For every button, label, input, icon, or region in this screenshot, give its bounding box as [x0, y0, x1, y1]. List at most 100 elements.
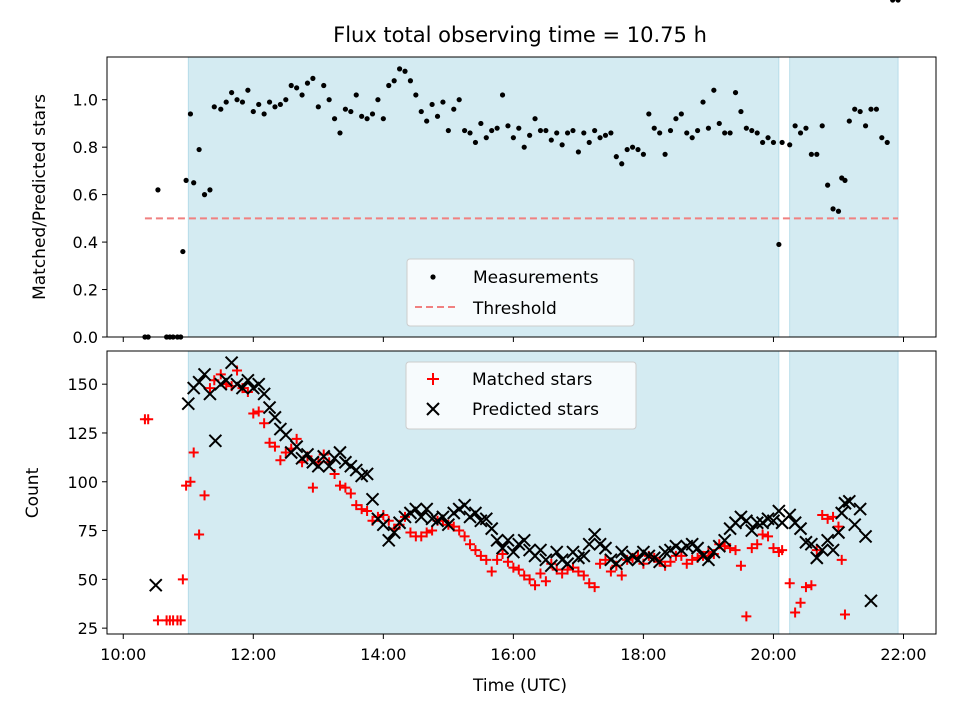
matched-star-point — [513, 564, 524, 575]
predicted-star-point — [441, 517, 456, 532]
measurement-point — [879, 135, 885, 141]
predicted-star-point — [419, 502, 434, 516]
measurement-point — [462, 127, 468, 134]
plot-frame-top — [106, 56, 937, 338]
measurement-point — [391, 78, 397, 84]
measurement-point — [266, 99, 273, 105]
measurement-point — [776, 241, 782, 248]
y-tick-label: 0.6 — [73, 186, 98, 205]
y-tick-label: 25 — [78, 619, 98, 638]
y-tick-label: 0.8 — [73, 138, 98, 157]
measurements-points — [142, 0, 901, 340]
matched-star-point — [416, 531, 427, 542]
matched-star-point — [719, 541, 730, 552]
measurement-point — [223, 99, 229, 105]
measurement-point — [348, 108, 354, 115]
matched-star-point — [465, 539, 476, 550]
legend-box-bottom — [405, 361, 637, 430]
x-tick-label: 20:00 — [750, 645, 796, 664]
predicted-star-point — [495, 541, 510, 555]
predicted-star-point — [436, 510, 450, 524]
y-tick-label: 100 — [67, 473, 98, 492]
matched-star-point — [383, 515, 394, 526]
measurement-point — [337, 130, 343, 136]
predicted-star-point — [468, 506, 483, 520]
legend-top: Measurements Threshold — [406, 258, 635, 327]
measurement-point — [256, 101, 262, 108]
measurement-point — [640, 151, 647, 157]
predicted-star-point — [835, 506, 849, 520]
legend-bottom: Matched stars Predicted stars — [405, 361, 637, 430]
measurement-point — [499, 92, 506, 98]
predicted-star-point — [609, 557, 624, 571]
predicted-star-point — [587, 527, 602, 542]
x-tick-label: 14:00 — [360, 645, 406, 664]
measurement-point — [489, 127, 495, 134]
measurement-point — [440, 99, 446, 105]
predicted-star-point — [376, 517, 391, 532]
matched-star-point — [681, 558, 692, 569]
matched-star-point — [790, 607, 801, 618]
matched-star-point — [199, 490, 210, 501]
matched-star-point — [194, 529, 205, 540]
matched-star-point — [177, 574, 188, 585]
matched-star-point — [795, 597, 806, 608]
measurement-point — [434, 113, 441, 119]
predicted-star-point — [831, 525, 846, 540]
y-axis-ticks-bottom: 25 50 75 100 125 150 — [67, 375, 107, 638]
predicted-star-point — [717, 533, 732, 548]
predicted-star-point — [268, 410, 282, 425]
matched-star-point — [757, 529, 768, 540]
predicted-star-point — [235, 381, 250, 395]
matched-star-point — [660, 560, 671, 571]
measurement-point — [396, 66, 403, 72]
measurement-point — [873, 106, 879, 112]
measurement-point — [294, 85, 300, 91]
predicted-star-point — [203, 387, 217, 401]
measurement-point — [765, 135, 771, 141]
measurement-point — [472, 139, 479, 146]
predicted-star-point — [257, 387, 271, 401]
matched-star-point — [817, 509, 828, 520]
measurement-point — [787, 142, 793, 148]
measurement-point — [575, 149, 581, 155]
predicted-star-point — [793, 521, 808, 536]
measurement-point — [694, 127, 701, 134]
measurement-point — [678, 111, 684, 117]
matched-star-point — [345, 488, 356, 499]
matched-star-point — [839, 609, 850, 620]
measurement-point — [684, 130, 690, 136]
measurement-point — [825, 182, 831, 188]
matched-star-point — [421, 527, 432, 538]
measurement-point — [342, 106, 349, 112]
matched-star-point — [836, 554, 847, 565]
measurement-point — [868, 106, 874, 112]
predicted-star-point — [745, 523, 759, 538]
matched-star-point — [185, 476, 196, 487]
measurement-point — [364, 116, 370, 122]
measurement-point — [321, 82, 327, 89]
measurement-point — [218, 106, 224, 112]
measurement-point — [895, 0, 901, 3]
matched-star-point — [524, 574, 535, 585]
measurement-point — [602, 132, 609, 138]
predicted-star-point — [560, 557, 575, 571]
predicted-star-point — [219, 373, 233, 387]
matched-star-point — [777, 545, 788, 556]
measurement-point — [705, 125, 712, 131]
measurement-point — [155, 187, 161, 193]
measurement-point — [386, 82, 392, 89]
measurement-point — [548, 137, 554, 143]
matched-star-point — [828, 511, 839, 522]
predicted-star-point — [750, 516, 764, 530]
predicted-star-point — [490, 533, 504, 548]
predicted-star-point — [192, 375, 206, 389]
matched-star-point — [275, 455, 286, 466]
predicted-star-point — [317, 449, 331, 464]
measurement-point — [537, 127, 544, 134]
predicted-star-point — [149, 578, 163, 592]
measurement-point — [239, 99, 246, 105]
measurement-point — [890, 0, 896, 3]
observing-windows-top — [187, 56, 899, 338]
